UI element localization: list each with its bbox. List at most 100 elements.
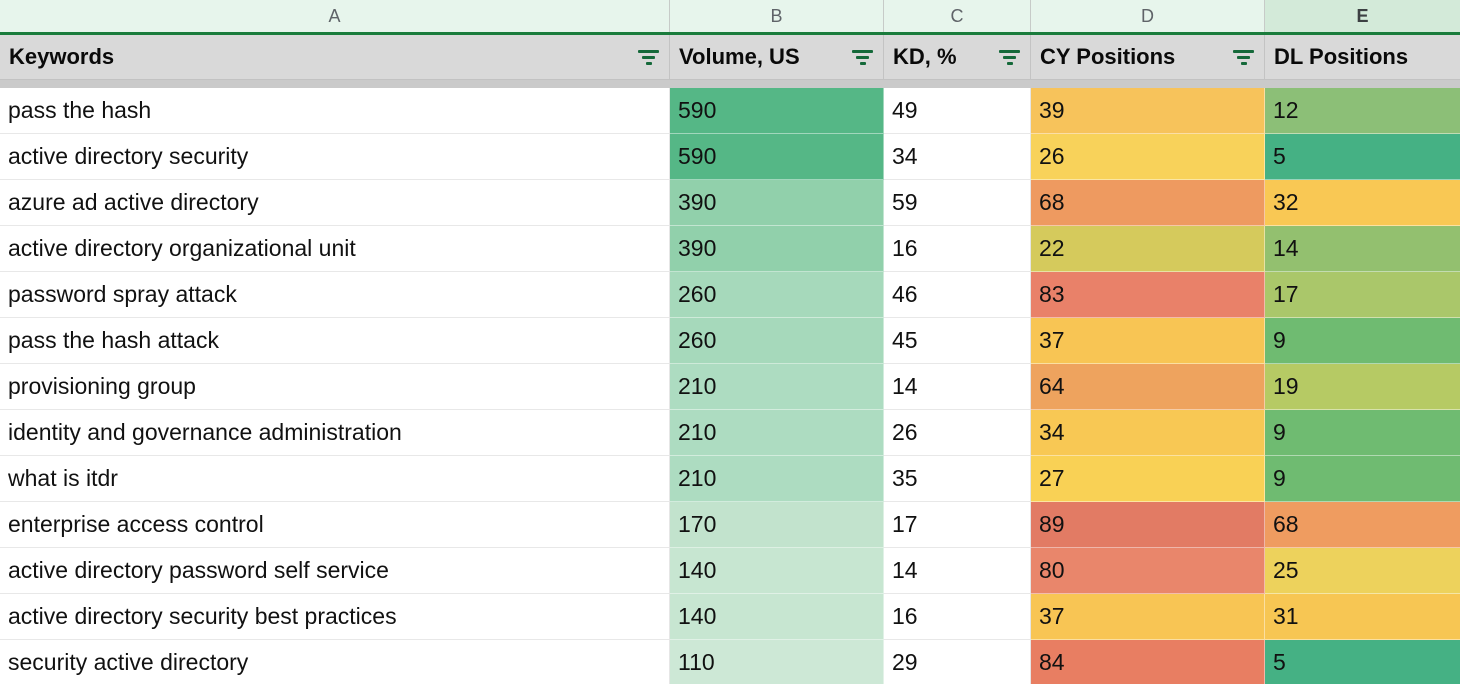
cell-keyword[interactable]: identity and governance administration — [0, 410, 670, 456]
cell-cy-positions[interactable]: 27 — [1031, 456, 1265, 502]
cell-keyword[interactable]: what is itdr — [0, 456, 670, 502]
cell-volume[interactable]: 210 — [670, 364, 884, 410]
cell-cy-positions[interactable]: 26 — [1031, 134, 1265, 180]
cell-volume[interactable]: 590 — [670, 88, 884, 134]
header-cell-volume-us[interactable]: Volume, US — [670, 35, 884, 79]
header-cell-keywords[interactable]: Keywords — [0, 35, 670, 79]
cell-keyword[interactable]: enterprise access control — [0, 502, 670, 548]
table-row: what is itdr 210 35 27 9 — [0, 456, 1460, 502]
table-row: pass the hash attack 260 45 37 9 — [0, 318, 1460, 364]
cell-kd[interactable]: 35 — [884, 456, 1031, 502]
cell-cy-positions[interactable]: 68 — [1031, 180, 1265, 226]
table-header-row: Keywords Volume, US KD, % CY Positions DL Po… — [0, 35, 1460, 79]
frozen-row-divider — [0, 32, 1460, 35]
header-cell-dl-positions[interactable]: DL Positions — [1265, 35, 1460, 79]
cell-keyword[interactable]: security active directory — [0, 640, 670, 684]
cell-dl-positions[interactable]: 31 — [1265, 594, 1460, 640]
header-label: DL Positions — [1274, 44, 1409, 69]
cell-cy-positions[interactable]: 37 — [1031, 594, 1265, 640]
cell-keyword[interactable]: pass the hash attack — [0, 318, 670, 364]
table-body: pass the hash 590 49 39 12 active directory s… — [0, 88, 1460, 684]
table-row: active directory security best practices… — [0, 594, 1460, 640]
cell-kd[interactable]: 16 — [884, 226, 1031, 272]
cell-keyword[interactable]: active directory security — [0, 134, 670, 180]
cell-kd[interactable]: 14 — [884, 548, 1031, 594]
table-row: password spray attack 260 46 83 17 — [0, 272, 1460, 318]
cell-kd[interactable]: 59 — [884, 180, 1031, 226]
cell-dl-positions[interactable]: 68 — [1265, 502, 1460, 548]
cell-volume[interactable]: 590 — [670, 134, 884, 180]
cell-kd[interactable]: 49 — [884, 88, 1031, 134]
cell-dl-positions[interactable]: 9 — [1265, 456, 1460, 502]
cell-volume[interactable]: 140 — [670, 594, 884, 640]
cell-dl-positions[interactable]: 5 — [1265, 640, 1460, 684]
cell-keyword[interactable]: password spray attack — [0, 272, 670, 318]
header-label: Keywords — [9, 44, 115, 69]
table-row: provisioning group 210 14 64 19 — [0, 364, 1460, 410]
cell-kd[interactable]: 34 — [884, 134, 1031, 180]
cell-volume[interactable]: 140 — [670, 548, 884, 594]
cell-volume[interactable]: 390 — [670, 180, 884, 226]
cell-cy-positions[interactable]: 34 — [1031, 410, 1265, 456]
cell-dl-positions[interactable]: 9 — [1265, 318, 1460, 364]
cell-cy-positions[interactable]: 80 — [1031, 548, 1265, 594]
table-row: pass the hash 590 49 39 12 — [0, 88, 1460, 134]
cell-cy-positions[interactable]: 83 — [1031, 272, 1265, 318]
cell-kd[interactable]: 45 — [884, 318, 1031, 364]
column-letter-D[interactable]: D — [1031, 0, 1265, 32]
header-cell-kd[interactable]: KD, % — [884, 35, 1031, 79]
cell-cy-positions[interactable]: 64 — [1031, 364, 1265, 410]
cell-dl-positions[interactable]: 25 — [1265, 548, 1460, 594]
cell-kd[interactable]: 46 — [884, 272, 1031, 318]
header-label: KD, % — [893, 44, 957, 69]
cell-volume[interactable]: 390 — [670, 226, 884, 272]
filter-icon[interactable] — [852, 49, 873, 65]
cell-kd[interactable]: 29 — [884, 640, 1031, 684]
filter-icon[interactable] — [1233, 49, 1254, 65]
cell-keyword[interactable]: active directory organizational unit — [0, 226, 670, 272]
cell-volume[interactable]: 170 — [670, 502, 884, 548]
cell-keyword[interactable]: active directory password self service — [0, 548, 670, 594]
filter-icon[interactable] — [999, 49, 1020, 65]
cell-dl-positions[interactable]: 5 — [1265, 134, 1460, 180]
column-letter-A[interactable]: A — [0, 0, 670, 32]
cell-kd[interactable]: 17 — [884, 502, 1031, 548]
column-letter-B[interactable]: B — [670, 0, 884, 32]
table-row: identity and governance administration 21… — [0, 410, 1460, 456]
table-row: active directory password self service 14… — [0, 548, 1460, 594]
cell-dl-positions[interactable]: 32 — [1265, 180, 1460, 226]
cell-cy-positions[interactable]: 84 — [1031, 640, 1265, 684]
cell-cy-positions[interactable]: 22 — [1031, 226, 1265, 272]
header-cell-cy-positions[interactable]: CY Positions — [1031, 35, 1265, 79]
cell-cy-positions[interactable]: 39 — [1031, 88, 1265, 134]
cell-dl-positions[interactable]: 14 — [1265, 226, 1460, 272]
cell-keyword[interactable]: active directory security best practices — [0, 594, 670, 640]
cell-keyword[interactable]: pass the hash — [0, 88, 670, 134]
cell-dl-positions[interactable]: 12 — [1265, 88, 1460, 134]
cell-dl-positions[interactable]: 19 — [1265, 364, 1460, 410]
filter-icon[interactable] — [638, 49, 659, 65]
cell-kd[interactable]: 14 — [884, 364, 1031, 410]
cell-volume[interactable]: 210 — [670, 410, 884, 456]
cell-keyword[interactable]: azure ad active directory — [0, 180, 670, 226]
cell-dl-positions[interactable]: 9 — [1265, 410, 1460, 456]
cell-cy-positions[interactable]: 37 — [1031, 318, 1265, 364]
cell-volume[interactable]: 260 — [670, 318, 884, 364]
column-letter-E[interactable]: E — [1265, 0, 1460, 32]
cell-volume[interactable]: 260 — [670, 272, 884, 318]
cell-kd[interactable]: 26 — [884, 410, 1031, 456]
cell-volume[interactable]: 210 — [670, 456, 884, 502]
table-row: azure ad active directory 390 59 68 32 — [0, 180, 1460, 226]
cell-keyword[interactable]: provisioning group — [0, 364, 670, 410]
cell-cy-positions[interactable]: 89 — [1031, 502, 1265, 548]
freeze-shadow — [0, 79, 1460, 88]
cell-kd[interactable]: 16 — [884, 594, 1031, 640]
table-row: enterprise access control 170 17 89 68 — [0, 502, 1460, 548]
header-label: CY Positions — [1040, 44, 1176, 69]
table-row: active directory organizational unit 390 1… — [0, 226, 1460, 272]
table-row: security active directory 110 29 84 5 — [0, 640, 1460, 684]
cell-volume[interactable]: 110 — [670, 640, 884, 684]
cell-dl-positions[interactable]: 17 — [1265, 272, 1460, 318]
column-letter-C[interactable]: C — [884, 0, 1031, 32]
